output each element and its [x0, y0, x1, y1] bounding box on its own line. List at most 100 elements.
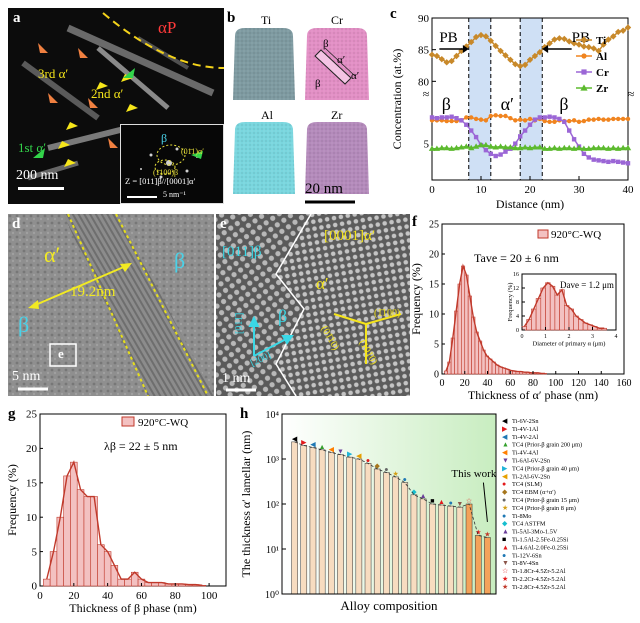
point-Al-32: [586, 117, 591, 122]
point-Cr-24: [547, 114, 552, 119]
legend-label-Al: Al: [596, 51, 607, 63]
g-ytick-label-5: 5: [32, 546, 38, 558]
h-legend-marker-10: ●: [502, 496, 506, 504]
point-Zr-33: [590, 144, 597, 151]
h-legend-label-15: Ti-1.5Al-2.5Fe-0.25Si: [512, 537, 569, 544]
beta-zone-label: [011]β: [222, 244, 262, 260]
point-Cr-8: [469, 128, 474, 133]
point-Al-16: [508, 115, 513, 121]
h-ytick-label-0: 10⁰: [265, 590, 279, 601]
point-Ti-25: [551, 36, 558, 43]
h-bar-0: [291, 441, 298, 595]
point-Zr-39: [619, 144, 627, 151]
g-ylabel: Frequency (%): [5, 464, 19, 536]
pb-right-label: PB: [572, 30, 590, 46]
cr-alpha-mid: α′: [351, 70, 360, 82]
h-legend-label-5: Ti-6Al-6V-2Sn: [512, 458, 551, 465]
f-bar-12: [484, 355, 489, 375]
point-Zr-22: [536, 144, 543, 150]
h-bar-marker-16: ▲: [438, 498, 445, 506]
f-bar-11: [481, 349, 486, 375]
h-legend-marker-9: ◆: [502, 488, 508, 496]
point-Al-37: [611, 116, 616, 122]
panel-e: e [011]β [0001]α′ α′ β [011̄] [200] (1̄1…: [216, 214, 410, 396]
alpha-axes: [333, 313, 402, 364]
point-Zr-19: [521, 144, 529, 150]
ytick-label-c-80: 80: [418, 76, 430, 88]
f-bar-9: [474, 331, 479, 375]
f-inset-xtick-label-2: 2: [568, 334, 571, 340]
legend-marker-Zr: [580, 84, 588, 91]
ylabel-c: Concentration (at.%): [390, 49, 404, 150]
point-Zr-4: [448, 145, 455, 151]
point-Zr-13: [492, 144, 499, 150]
chart-c: 0 10 20 30 40 80 85 90 5 ≈ ≈ Distance (nm) Concentra…: [390, 13, 635, 211]
point-Ti-3: [443, 59, 450, 66]
panel-c-label: c: [390, 6, 397, 22]
h-legend-marker-1: ▶: [502, 425, 508, 433]
inset-scale-label: 5 nm⁻¹: [163, 190, 186, 199]
point-Cr-6: [459, 118, 464, 123]
f-xtick-label-160: 160: [617, 378, 632, 389]
inset-alpha-plane: (01̄1)α′: [181, 147, 204, 156]
f-inset-bar-11: [573, 315, 579, 331]
alpha-c: α′: [501, 94, 514, 114]
xlabel-c: Distance (nm): [496, 197, 564, 211]
xtick-label-c-0: 0: [429, 184, 435, 196]
scale-bar-a: [18, 187, 64, 190]
point-Zr-20: [526, 144, 534, 151]
h-bar-12: [401, 482, 409, 595]
point-Al-31: [581, 118, 587, 124]
point-Cr-25: [552, 115, 557, 120]
h-legend-marker-15: ■: [502, 536, 506, 544]
point-Cr-23: [542, 115, 547, 120]
f-ytick-label-5: 5: [434, 339, 439, 350]
point-Cr-1: [434, 115, 440, 121]
point-Al-15: [503, 113, 508, 119]
f-ytick-label-15: 15: [429, 279, 439, 290]
cr-map-label: Cr: [331, 13, 343, 27]
point-Zr-36: [605, 145, 612, 151]
h-legend-marker-18: ▼: [502, 559, 509, 567]
alpha-p-label: αP: [158, 18, 177, 37]
h-bar-marker-8: ●: [366, 456, 370, 464]
f-inset-xtick-label-4: 4: [615, 334, 618, 340]
g-ytick-label-0: 0: [32, 581, 38, 593]
point-Zr-30: [575, 144, 583, 151]
h-bar-17: [447, 505, 454, 595]
f-xtick-label-20: 20: [460, 378, 470, 389]
point-Zr-23: [541, 145, 548, 151]
point-Cr-31: [581, 151, 587, 157]
point-Zr-11: [482, 141, 490, 148]
point-Al-25: [552, 119, 557, 125]
h-legend-label-2: Ti-4V-2Al: [512, 434, 538, 441]
zoom-box-label: e: [58, 346, 64, 361]
point-Al-39: [620, 116, 626, 122]
h-legend-label-19: Ti-1.8Cr-4.5Zr-5.2Al: [512, 568, 566, 575]
h-bar-marker-12: ●: [403, 476, 407, 484]
legend-marker-Ti: [580, 36, 588, 44]
point-Al-36: [606, 117, 611, 122]
point-Zr-14: [497, 143, 504, 149]
h-bar-2: [309, 447, 317, 595]
point-Cr-14: [498, 152, 503, 157]
point-Cr-3: [444, 115, 449, 120]
legend-label-Cr: Cr: [596, 67, 609, 79]
point-Zr-27: [561, 144, 568, 151]
f-xtick-label-40: 40: [483, 378, 493, 389]
h-legend-marker-17: ●: [502, 551, 506, 559]
panel-d-image: [8, 214, 214, 396]
point-Cr-36: [606, 159, 611, 165]
point-Cr-32: [586, 155, 591, 160]
g-bar-11: [117, 578, 125, 587]
f-xlabel: Thickness of α′ phase (nm): [468, 388, 598, 402]
lath-3: [21, 60, 100, 121]
point-Ti-35: [600, 41, 607, 48]
h-bar-marker-14: ▲: [420, 492, 427, 500]
panel-d-label: d: [12, 216, 21, 232]
point-Cr-5: [454, 115, 459, 121]
panel-e-image: [216, 214, 410, 396]
pb-band-0: [468, 18, 491, 180]
al-map-label: Al: [261, 108, 273, 122]
f-fit-curve: [445, 263, 545, 375]
